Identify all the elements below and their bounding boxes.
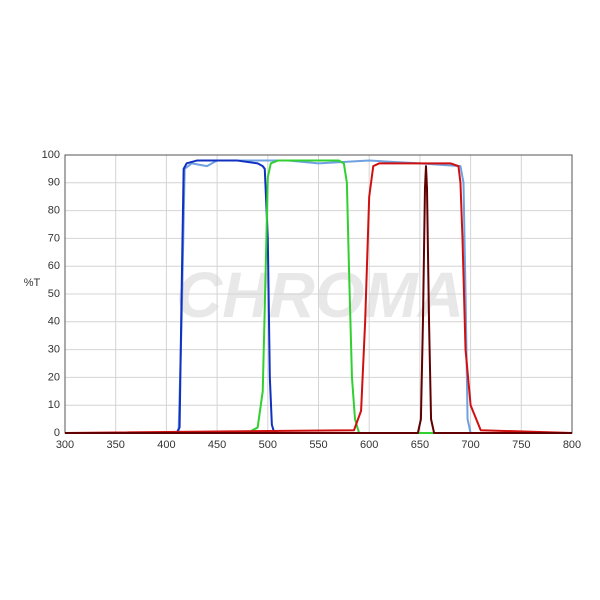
series-line (65, 159, 572, 434)
y-tick-label: 50 (48, 288, 60, 300)
series-line (65, 165, 572, 434)
x-tick-label: 650 (411, 439, 429, 451)
y-tick-label: 40 (48, 316, 60, 328)
x-tick-label: 500 (259, 439, 277, 451)
y-tick-label: 0 (54, 427, 60, 439)
watermark: CHROMA (176, 259, 464, 331)
x-tick-label: 350 (107, 439, 125, 451)
y-tick-label: 20 (48, 371, 60, 383)
x-tick-label: 300 (56, 439, 74, 451)
x-tick-label: 400 (157, 439, 175, 451)
series-line (64, 162, 573, 434)
x-tick-label: 700 (461, 439, 479, 451)
y-axis-label: %T (24, 277, 41, 289)
x-tick-label: 450 (208, 439, 226, 451)
series-line (65, 159, 572, 434)
y-tick-label: 70 (48, 232, 60, 244)
y-tick-label: 90 (48, 177, 60, 189)
x-tick-label: 800 (563, 439, 581, 451)
y-tick-label: 100 (42, 149, 60, 161)
y-tick-label: 60 (48, 260, 60, 272)
y-tick-label: 30 (48, 344, 60, 356)
x-tick-label: 600 (360, 439, 378, 451)
y-tick-label: 10 (48, 399, 60, 411)
x-tick-label: 550 (309, 439, 327, 451)
x-tick-label: 750 (512, 439, 530, 451)
y-tick-label: 80 (48, 205, 60, 217)
